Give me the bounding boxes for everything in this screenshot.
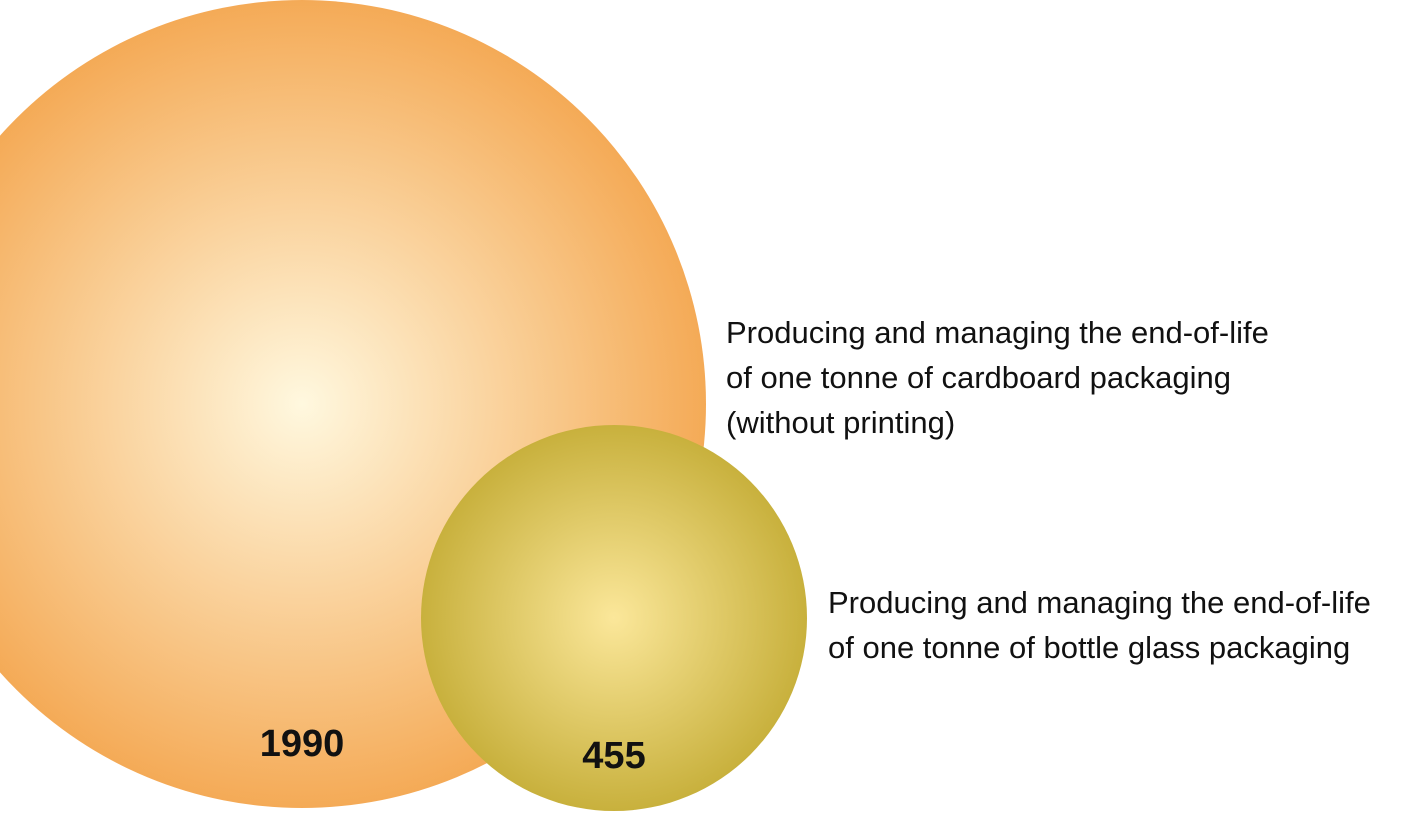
caption-cardboard: Producing and managing the end-of-life o… [726, 310, 1269, 445]
caption-cardboard-line-1: Producing and managing the end-of-life [726, 315, 1269, 350]
caption-glass-line-1: Producing and managing the end-of-life [828, 585, 1371, 620]
caption-cardboard-line-3: (without printing) [726, 405, 956, 440]
caption-glass-line-2: of one tonne of bottle glass packaging [828, 630, 1351, 665]
value-label-glass: 455 [582, 735, 646, 777]
caption-cardboard-line-2: of one tonne of cardboard packaging [726, 360, 1231, 395]
value-label-cardboard: 1990 [259, 723, 345, 765]
caption-glass: Producing and managing the end-of-life o… [828, 580, 1371, 670]
bubble-glass [420, 424, 808, 812]
